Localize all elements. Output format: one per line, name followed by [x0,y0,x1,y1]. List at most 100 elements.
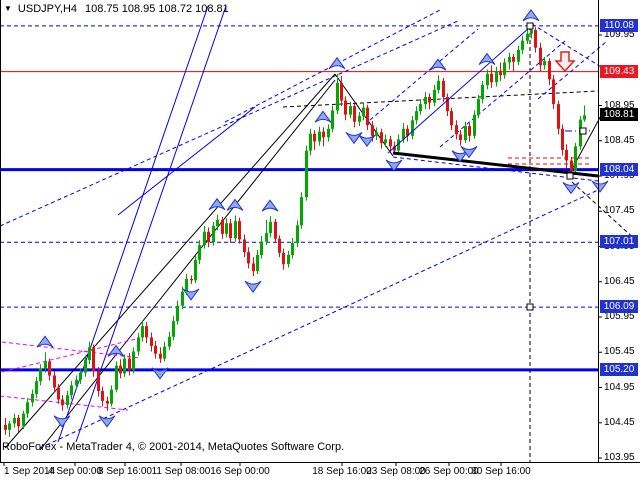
bear-candle [380,132,383,143]
price-axis-label: 106.45 [604,275,635,287]
bear-candle [393,146,396,151]
bear-candle [344,100,347,115]
bull-candle [543,61,546,66]
bull-candle [194,259,197,281]
bull-candle [384,139,387,143]
bear-candle [468,125,471,136]
bull-candle [225,223,228,234]
bear-candle [154,345,157,354]
date-axis-label: 26 Sep 00:00 [419,466,479,477]
bull-candle [419,104,422,112]
bull-candle [300,197,303,226]
bull-candle [574,146,577,172]
bear-candle [442,80,445,98]
trendline [57,5,209,443]
bull-candle [256,254,259,272]
date-axis-label: 4 Sep 00:00 [48,466,102,477]
fractal-up-icon [226,198,244,211]
price-axis-label: 103.95 [604,452,635,463]
bear-candle [190,278,193,281]
bull-candle [13,417,16,424]
price-level-badge: 107.01 [600,235,638,249]
fractal-down-icon [460,146,478,159]
bull-candle [115,365,118,390]
trendline [0,19,461,227]
bull-candle [141,326,144,338]
bull-candle [79,372,82,380]
bear-candle [252,263,255,272]
trendline [537,41,607,100]
fractal-up-icon [429,58,447,71]
ohlc-values-label: 108.75 108.95 108.72 108.81 [85,3,229,15]
bull-candle [517,49,520,62]
bull-candle [477,99,480,115]
trendline [392,151,599,178]
bull-candle [84,360,87,373]
bull-candle [132,351,135,370]
trendline [4,73,336,449]
trendline [39,79,336,451]
bear-candle [17,417,20,427]
bear-candle [340,82,343,101]
bull-candle [198,245,201,260]
date-axis-label: 18 Sep 16:00 [312,466,372,477]
fractal-down-icon [182,288,200,301]
bull-candle [296,225,299,243]
copyright-watermark: RoboForex - MetaTrader 4, © 2001-2014, M… [2,441,345,453]
bull-candle [424,97,427,105]
bear-candle [97,371,100,392]
bull-candle [305,150,308,198]
price-axis-label: 107.45 [604,205,635,217]
anchor-square-marker [526,303,534,311]
bull-candle [44,361,47,369]
bull-candle [88,347,91,361]
bear-candle [539,47,542,66]
bear-candle [238,221,241,240]
bull-candle [397,139,400,151]
bull-candle [75,379,78,386]
trendline [387,26,531,154]
trendline [117,106,256,216]
price-axis-label: 105.95 [604,311,635,322]
symbol-period-label: USDJPY,H4 [17,3,78,15]
price-axis-label: 105.45 [604,346,635,358]
bull-candle [402,128,405,140]
collapse-chart-icon[interactable]: ▼ [4,4,12,13]
bear-candle [274,221,277,239]
bull-candle [375,132,378,136]
fractal-down-icon [591,180,609,193]
trendline [571,181,639,243]
fractal-down-icon [151,367,169,380]
bull-candle [168,336,171,347]
bull-candle [26,402,29,414]
bear-candle [353,106,356,122]
bear-candle [61,399,64,406]
bear-candle [101,391,104,401]
bull-candle [70,385,73,396]
bear-candle [243,239,246,253]
bear-candle [4,424,7,430]
bull-candle [216,219,219,227]
bull-candle [464,125,467,141]
date-axis-label: 1 Sep 2014 [4,466,56,477]
bear-candle [150,337,153,346]
bull-candle [265,233,268,242]
bull-candle [185,278,188,292]
bull-candle [415,111,418,121]
fractal-down-icon [98,415,116,428]
bull-candle [318,131,321,142]
price-level-badge: 108.81 [600,108,638,122]
bull-candle [433,89,436,103]
fractal-down-icon [244,280,262,293]
bull-candle [22,413,25,427]
bear-candle [128,358,131,370]
trendline [75,5,227,443]
bear-candle [322,131,325,138]
bull-candle [39,368,42,382]
bear-candle [428,97,431,103]
bear-candle [490,73,493,83]
bull-candle [526,33,529,41]
bear-candle [561,128,564,150]
